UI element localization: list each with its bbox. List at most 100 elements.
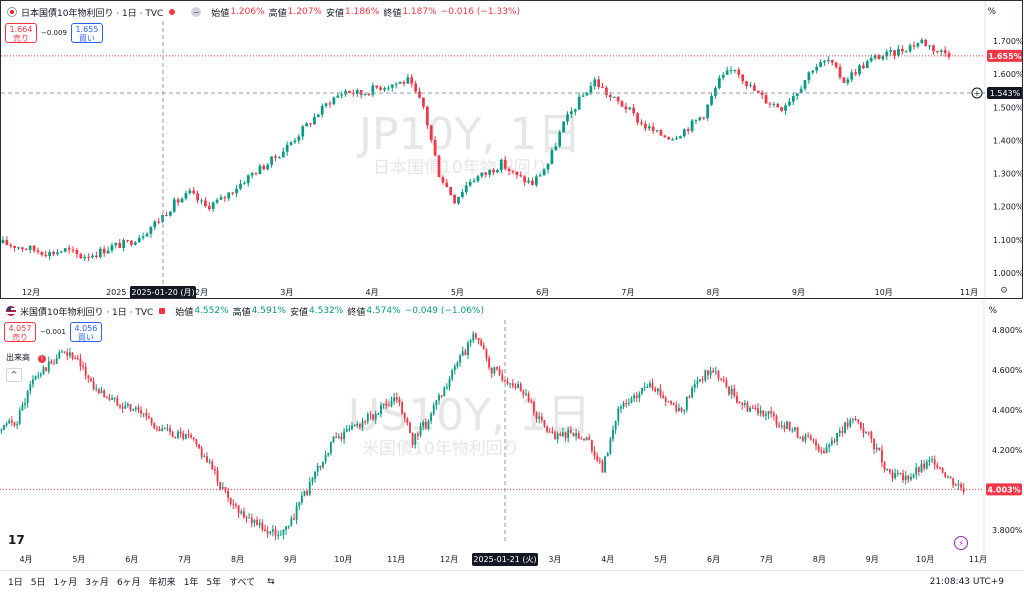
period-6m[interactable]: 6ヶ月 (116, 578, 141, 588)
period-1m[interactable]: 1ヶ月 (53, 578, 78, 588)
candle-body (778, 424, 781, 427)
candle-body (862, 65, 865, 69)
candle-body (71, 352, 74, 358)
candle-body (780, 425, 783, 427)
period-5d[interactable]: 5日 (30, 578, 46, 588)
candle-body (775, 415, 778, 425)
jp10y-chart-pane[interactable]: 日本国債10年物利回り · 1日 · TVC − 始値 1.206% 高値 1.20… (0, 0, 1023, 299)
candle-body (196, 193, 199, 201)
us10y-chart-pane[interactable]: 米国債10年物利回り · 1日 · TVC 始値 4.552% 高値 4.591% … (0, 300, 1023, 570)
candle-body (95, 388, 98, 390)
open-value: 4.552% (194, 306, 229, 316)
candle-body (327, 453, 330, 456)
candle-body (589, 86, 593, 94)
candle-body (601, 460, 604, 473)
candle-body (256, 520, 258, 525)
date-range-icon[interactable]: ⇆ (267, 576, 275, 587)
x-tick-label: 2025 (106, 288, 126, 297)
candle-body (356, 423, 359, 426)
candle-body (707, 370, 709, 376)
candle-body (870, 432, 873, 439)
candle-body (846, 422, 849, 427)
candle-body (305, 123, 308, 127)
candle-body (190, 435, 193, 438)
candle-body (833, 440, 836, 442)
candle-body (701, 379, 704, 381)
candle-body (383, 88, 386, 90)
candle-body (583, 439, 585, 441)
spread-value: −0.001 (40, 328, 66, 336)
candle-body (717, 77, 721, 89)
candle-body (367, 94, 371, 96)
candle-body (588, 437, 591, 441)
candle-body (671, 139, 674, 141)
period-3m[interactable]: 3ヶ月 (85, 578, 109, 588)
buy-button[interactable]: 4.056 買い (69, 322, 102, 342)
change-value: −0.016 (−1.33%) (440, 7, 520, 17)
candle-body (110, 245, 114, 251)
candle-body (385, 403, 388, 406)
sell-button[interactable]: 1.664 売り (5, 23, 37, 43)
candle-body (720, 378, 723, 380)
candle-body (651, 126, 655, 131)
hide-icon[interactable]: − (191, 7, 202, 17)
candle-body (891, 472, 894, 479)
period-1y[interactable]: 1年 (183, 578, 199, 588)
us10y-candlestick-chart[interactable]: US10Y, 1日米国債10年物利回り4.800%4.600%4.400%4.2… (0, 300, 1023, 570)
candle-body (145, 413, 148, 417)
candle-body (208, 461, 211, 463)
candle-body (904, 475, 907, 481)
candle-body (451, 370, 454, 380)
watermark-symbol: JP10Y, 1日 (356, 109, 581, 160)
candle-body (784, 105, 787, 111)
lightning-icon[interactable]: ⚡ (954, 536, 968, 550)
jp10y-title[interactable]: 日本国債10年物利回り · 1日 · TVC (21, 8, 164, 19)
low-value: 1.186% (345, 7, 380, 17)
candle-body (532, 401, 535, 413)
candle-body (936, 51, 939, 53)
high-value: 1.207% (287, 7, 322, 17)
candle-body (337, 436, 340, 438)
candle-body (690, 120, 694, 132)
candle-body (606, 453, 609, 457)
tradingview-logo[interactable]: 17 (8, 533, 25, 547)
sell-button[interactable]: 4.057 売り (4, 322, 36, 342)
candle-body (216, 470, 219, 482)
candle-body (295, 505, 298, 520)
settings-gear-icon[interactable]: ⚙ (1000, 286, 1009, 296)
candle-body (155, 428, 158, 430)
candle-body (32, 379, 34, 385)
volume-label[interactable]: 出来高! (6, 352, 46, 363)
x-tick-label: 3月 (548, 555, 561, 564)
period-5y[interactable]: 5年 (206, 578, 222, 588)
candle-body (39, 374, 42, 376)
candle-body (756, 90, 760, 93)
clock-time[interactable]: 21:08:43 UTC+9 (929, 576, 1004, 587)
x-tick-label: 12月 (440, 555, 458, 564)
us10y-title[interactable]: 米国債10年物利回り · 1日 · TVC (20, 307, 154, 318)
period-all[interactable]: すべて (229, 578, 256, 588)
candle-body (328, 103, 332, 105)
low-key: 安値 (325, 8, 344, 19)
open-key: 始値 (175, 307, 194, 318)
candle-body (480, 340, 483, 346)
candle-body (200, 448, 203, 457)
high-key: 高値 (268, 8, 287, 19)
period-ytd[interactable]: 年初来 (148, 578, 176, 588)
candle-body (501, 374, 504, 381)
candle-body (907, 475, 910, 480)
jp10y-legend: 日本国債10年物利回り · 1日 · TVC − 始値 1.206% 高値 1.20… (7, 5, 520, 19)
candle-body (242, 511, 245, 518)
candle-body (733, 388, 736, 397)
candle-body (670, 401, 672, 404)
candle-body (857, 419, 860, 423)
candle-body (105, 396, 108, 399)
collapse-chevron-icon[interactable]: ^ (6, 368, 22, 382)
candle-body (84, 366, 87, 376)
candle-body (401, 402, 404, 414)
period-1d[interactable]: 1日 (8, 578, 23, 588)
y-tick-label: 1.600% (993, 70, 1022, 79)
buy-button[interactable]: 1.655 買い (70, 23, 103, 43)
candle-body (605, 87, 608, 96)
